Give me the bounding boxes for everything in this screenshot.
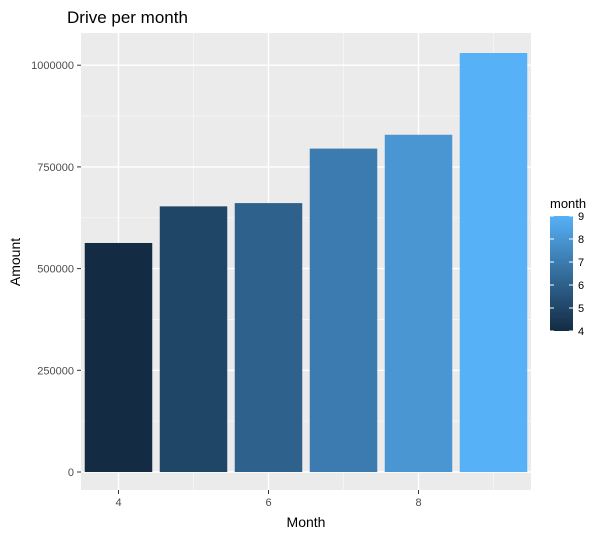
y-tick-label: 1000000 — [31, 60, 74, 72]
x-tick-label: 6 — [265, 497, 271, 509]
bar-month-6 — [234, 203, 303, 472]
legend-tick-label: 6 — [578, 280, 584, 292]
legend: month 4 5 6 7 8 9 — [550, 196, 586, 338]
x-axis: 4 6 8 — [115, 490, 422, 509]
chart-title: Drive per month — [67, 8, 188, 27]
legend-tick-label: 7 — [578, 257, 584, 269]
legend-tick-label: 5 — [578, 303, 584, 315]
legend-title: month — [550, 196, 586, 211]
x-tick-label: 8 — [415, 497, 421, 509]
bar-month-9 — [459, 53, 528, 472]
legend-colorbar — [550, 216, 573, 331]
bars — [84, 53, 528, 473]
plot-panel — [81, 33, 531, 490]
y-tick-label: 250000 — [37, 365, 74, 377]
y-tick-label: 500000 — [37, 264, 74, 276]
bar-month-4 — [84, 242, 153, 472]
y-axis: 0 250000 500000 750000 1000000 — [31, 60, 81, 479]
bar-month-5 — [159, 206, 228, 473]
bar-month-7 — [309, 148, 378, 472]
legend-tick-label: 4 — [578, 326, 584, 338]
bar-month-8 — [384, 134, 453, 472]
x-tick-label: 4 — [115, 497, 121, 509]
y-tick-label: 0 — [68, 467, 74, 479]
y-axis-title: Amount — [7, 238, 23, 286]
legend-tick-label: 9 — [578, 211, 584, 223]
x-axis-title: Month — [287, 514, 326, 530]
legend-tick-label: 8 — [578, 234, 584, 246]
y-tick-label: 750000 — [37, 162, 74, 174]
legend-ticks: 4 5 6 7 8 9 — [550, 211, 584, 338]
